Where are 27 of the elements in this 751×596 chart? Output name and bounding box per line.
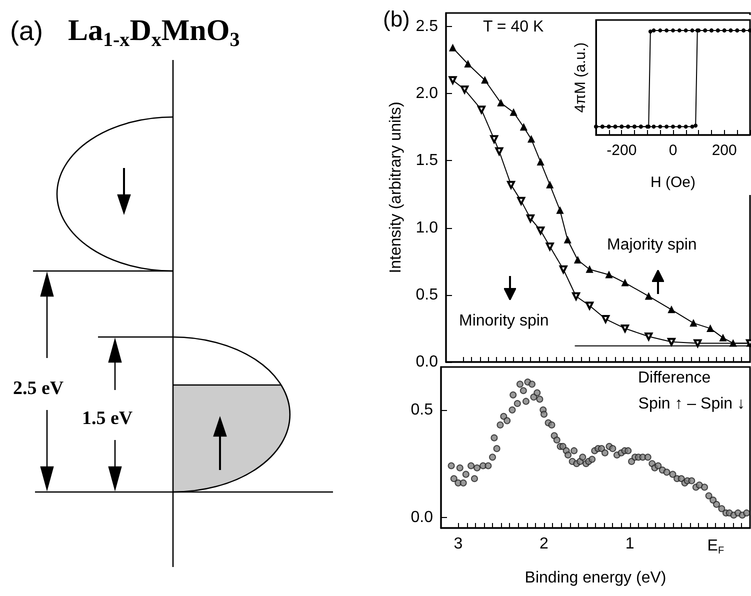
annotation: Spin ↑ – Spin ↓ — [638, 396, 746, 412]
y-axis-title: Intensity (arbitrary units) — [388, 102, 404, 274]
annotation: T = 40 K — [483, 18, 544, 36]
y-tick-label: 0.5 — [410, 401, 434, 418]
y-tick-label: 2.0 — [416, 85, 438, 102]
y-tick-label: 0.5 — [416, 286, 438, 304]
text: 1.5 eV — [82, 408, 133, 429]
x-tick-label: 0 — [668, 142, 678, 159]
y-axis-title: 4πM (a.u.) — [572, 42, 589, 113]
y-tick-label: 0.0 — [416, 354, 438, 370]
x-tick-label: 200 — [712, 142, 737, 159]
text: (a) La$_{1-x}$D$_{x}$MnO$_{3}$ — [10, 14, 240, 51]
x-axis-title: H (Oe) — [650, 174, 696, 191]
y-tick-label: 0.0 — [410, 508, 434, 526]
x-tick-label: 2 — [540, 536, 549, 552]
x-axis-title: Binding energy (eV) — [524, 570, 666, 586]
series-label: Majority spin — [607, 236, 697, 254]
x-tick-label: 1 — [625, 536, 634, 552]
y-tick-label: 1.5 — [416, 152, 438, 170]
y-tick-label: 1.0 — [416, 219, 438, 236]
x-tick-label: -200 — [606, 142, 637, 159]
x-tick-label: 3 — [454, 536, 463, 552]
legend-label: Minority spin — [459, 312, 549, 330]
text: (b) — [383, 6, 410, 32]
y-tick-label: 2.5 — [416, 18, 438, 35]
text: 2.5 eV — [13, 378, 64, 399]
annotation: Difference — [638, 370, 711, 386]
